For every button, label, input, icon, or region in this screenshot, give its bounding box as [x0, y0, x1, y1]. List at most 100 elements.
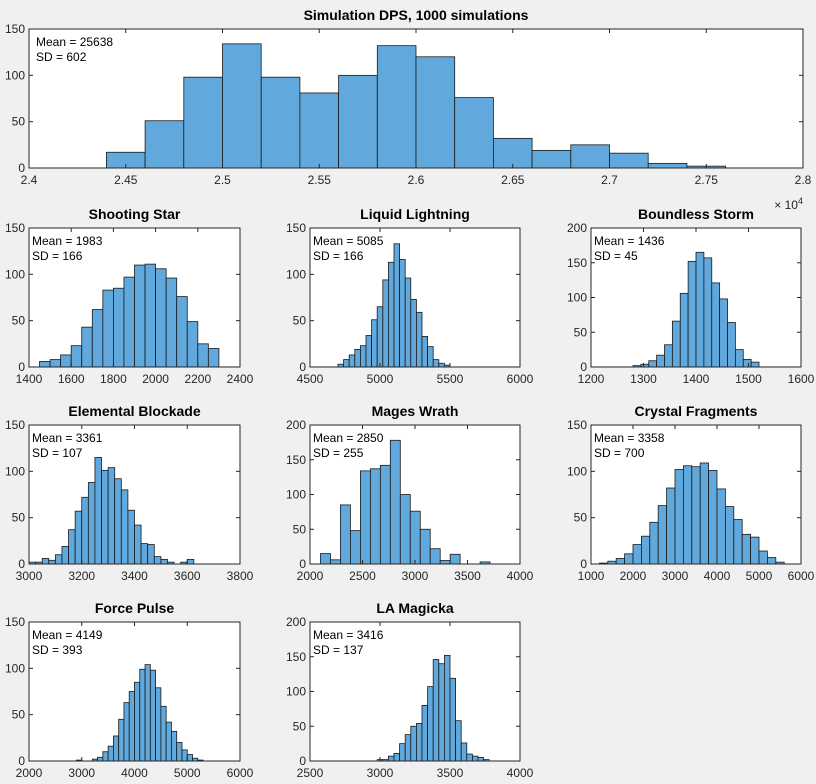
chart-title: Mages Wrath — [372, 403, 459, 419]
histogram-bar — [741, 533, 752, 565]
histogram-bar — [679, 292, 689, 368]
x-tick-label: 2500 — [349, 569, 376, 583]
x-tick-label: 4500 — [297, 372, 324, 386]
x-tick-label: 3000 — [68, 766, 95, 780]
x-tick-label: 3800 — [227, 569, 254, 583]
histogram-bar — [399, 494, 411, 565]
histogram-bar — [415, 723, 423, 762]
y-tick-label: 50 — [574, 511, 588, 525]
histogram-bar — [691, 466, 701, 565]
histogram-bar — [369, 468, 381, 565]
histogram-bar — [409, 510, 421, 565]
histogram-bar — [87, 482, 96, 565]
x-tick-label: 5000 — [367, 372, 394, 386]
histogram-bar — [531, 149, 572, 169]
histogram-bar — [415, 56, 456, 169]
histogram-bar — [41, 558, 50, 565]
chart-title: Simulation DPS, 1000 simulations — [304, 7, 529, 23]
histogram-bar — [118, 718, 125, 762]
y-tick-label: 150 — [286, 650, 306, 664]
y-tick-label: 100 — [5, 464, 25, 478]
y-tick-label: 0 — [18, 161, 25, 175]
x-tick-label: 1600 — [58, 372, 85, 386]
histogram-bar — [449, 553, 461, 565]
histogram-bar — [348, 354, 356, 368]
x-tick-label: 2000 — [620, 569, 647, 583]
histogram-bar — [134, 264, 146, 368]
histogram-bar — [165, 721, 172, 762]
histogram-bar — [107, 745, 114, 762]
histogram-bar — [127, 509, 135, 565]
axes-frame — [309, 227, 521, 368]
histogram-bar — [183, 76, 223, 169]
histogram-bar — [49, 359, 62, 368]
histogram-bar — [687, 260, 697, 368]
histogram-bar — [81, 496, 89, 565]
x-tick-label: 2.4 — [21, 173, 38, 187]
y-tick-label: 0 — [299, 754, 306, 768]
histogram-bar — [460, 742, 468, 762]
histogram-bar — [48, 559, 56, 565]
y-tick-label: 100 — [5, 68, 25, 82]
histogram-bar — [207, 348, 220, 368]
histogram-bar — [359, 345, 367, 368]
histogram-bar — [393, 752, 400, 762]
histogram-bar — [144, 120, 185, 169]
histogram-bar — [649, 521, 659, 565]
x-tick-label: 3000 — [367, 766, 394, 780]
sd-label: SD = 255 — [313, 446, 364, 460]
histogram-bar — [155, 268, 167, 368]
mean-label: Mean = 4149 — [32, 628, 103, 642]
x-tick-label: 2.8 — [795, 173, 812, 187]
histogram-bar — [427, 686, 434, 762]
x-tick-label: 2400 — [227, 372, 254, 386]
histogram-bar — [101, 470, 109, 565]
histogram-bar — [742, 358, 752, 368]
histogram-bar — [365, 335, 372, 368]
histogram-bar — [734, 349, 744, 368]
histogram-bar — [466, 753, 473, 762]
histogram-bar — [123, 276, 135, 368]
histogram-bar — [695, 251, 705, 368]
histogram-bar — [570, 144, 610, 169]
histogram-bar — [399, 743, 406, 762]
histogram-bar — [102, 289, 114, 368]
x-tick-label: 2.6 — [408, 173, 425, 187]
y-tick-label: 100 — [5, 661, 25, 675]
histogram-bar — [139, 668, 146, 762]
sd-label: SD = 137 — [313, 643, 364, 657]
histogram-bar — [648, 360, 658, 368]
y-tick-label: 0 — [18, 754, 25, 768]
sd-label: SD = 393 — [32, 643, 83, 657]
histogram-bar — [703, 257, 713, 368]
x-tick-label: 2.55 — [308, 173, 332, 187]
mean-label: Mean = 3416 — [313, 628, 384, 642]
x-tick-label: 2000 — [142, 372, 169, 386]
histogram-bar — [123, 702, 130, 762]
y-tick-label: 50 — [293, 314, 307, 328]
histogram-bar — [674, 469, 684, 565]
histogram-bar — [429, 548, 441, 565]
histogram-bar — [389, 439, 401, 565]
histogram-bar — [134, 681, 141, 762]
x-tick-label: 2.65 — [501, 173, 525, 187]
histogram-bar — [197, 343, 209, 368]
histogram-bar — [171, 730, 178, 762]
y-tick-label: 50 — [293, 719, 307, 733]
histogram-bar — [338, 74, 378, 169]
histogram-bar — [656, 354, 665, 368]
sd-label: SD = 166 — [32, 249, 83, 263]
histogram-bar — [376, 306, 384, 368]
histogram-bar — [147, 544, 155, 565]
histogram-bar — [379, 464, 391, 565]
chart-title: Elemental Blockade — [68, 403, 200, 419]
histogram-bar — [454, 97, 494, 169]
histogram-bar — [671, 320, 681, 368]
mean-label: Mean = 1983 — [32, 234, 103, 248]
x-tick-label: 4000 — [704, 569, 731, 583]
histogram-bar — [492, 137, 533, 169]
x-tick-label: 5000 — [746, 569, 773, 583]
sd-label: SD = 45 — [594, 249, 638, 263]
histogram-bar — [320, 553, 331, 565]
